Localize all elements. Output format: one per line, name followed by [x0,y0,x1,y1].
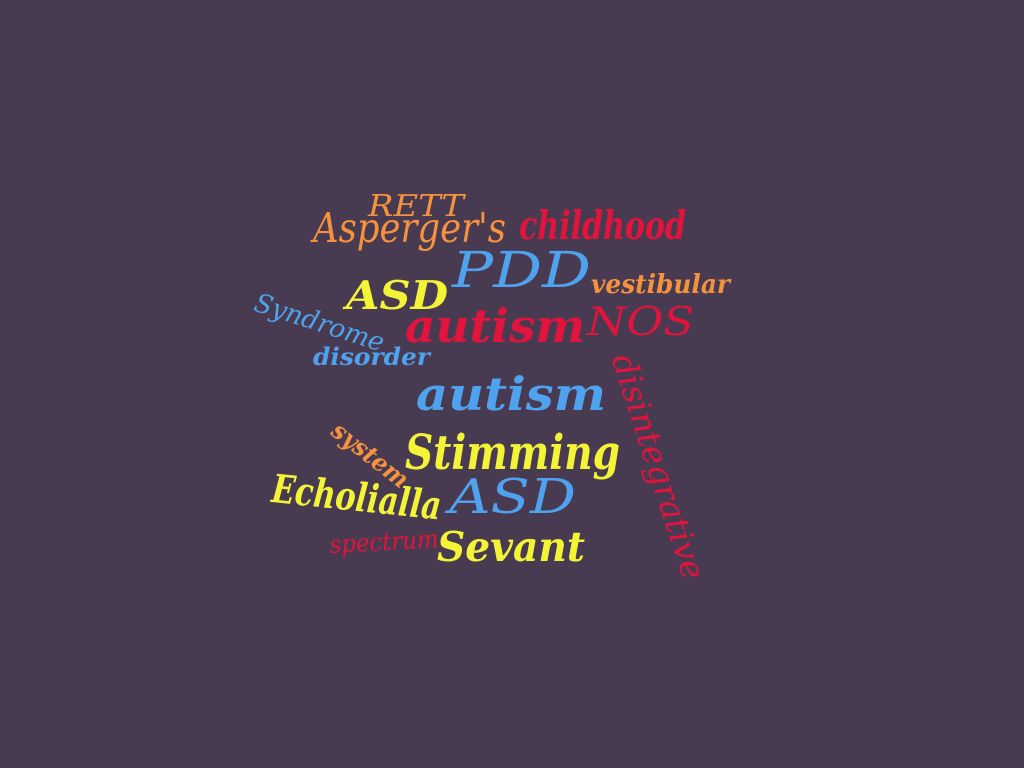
word-stimming: Stimming [405,425,620,481]
word-aspergers: Asperger's [313,204,506,252]
word-rett: RETT [368,189,464,223]
word-nos: NOS [587,299,694,345]
word-childhood: childhood [519,203,686,249]
word-autism-red: autism [405,299,585,353]
word-pdd: PDD [452,241,591,299]
word-vestibular: vestibular [591,269,730,300]
word-asd-bottom: ASD [449,470,576,525]
word-asd-top: ASD [346,273,448,319]
word-disorder: disorder [313,342,430,371]
word-disintegrative: disintegrative [603,349,713,585]
word-sevant: Sevant [437,523,585,571]
word-autism-blue: autism [416,367,606,421]
word-spectrum: spectrum [328,524,440,559]
